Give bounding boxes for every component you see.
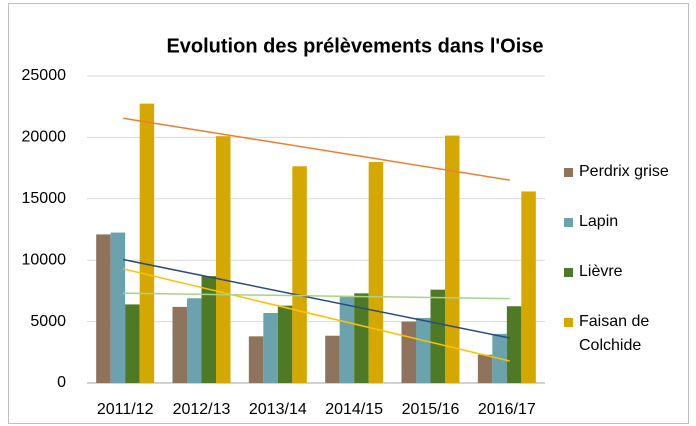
- y-tick-label: 20000: [22, 129, 67, 146]
- x-tick-label: 2015/16: [402, 401, 460, 418]
- y-tick-label: 10000: [22, 251, 67, 268]
- bar: [339, 297, 355, 383]
- x-tick-label: 2011/12: [97, 401, 154, 418]
- y-tick-label: 0: [57, 374, 66, 391]
- bar: [277, 305, 293, 383]
- bar: [430, 289, 445, 383]
- x-tick-label: 2012/13: [173, 401, 231, 418]
- bar: [416, 317, 431, 383]
- bar: [216, 136, 231, 383]
- bar: [368, 161, 384, 383]
- bar: [139, 103, 155, 383]
- bar: [96, 234, 111, 383]
- bar: [354, 293, 369, 383]
- legend-swatch: [564, 268, 573, 277]
- chart-title: Evolution des prélèvements dans l'Oise: [166, 35, 543, 57]
- bar: [292, 166, 307, 383]
- legend-swatch: [564, 318, 573, 327]
- trendline: [123, 117, 510, 181]
- chart-border: [8, 3, 689, 424]
- legend-item: Faisan de Colchide: [564, 310, 694, 358]
- legend-swatch: [564, 168, 573, 177]
- bar: [187, 298, 202, 383]
- legend-item: Perdrix grise: [564, 160, 694, 184]
- legend: Perdrix grise Lapin Lièvre Faisan de Colchi…: [564, 160, 694, 384]
- bar: [325, 335, 340, 383]
- x-tick-label: 2016/17: [478, 401, 536, 418]
- x-tick-label: 2014/15: [325, 401, 383, 418]
- bar: [172, 306, 187, 383]
- x-tick-label: 2013/14: [249, 401, 307, 418]
- legend-item: Lapin: [564, 210, 694, 234]
- legend-item: Lièvre: [564, 260, 694, 284]
- legend-label: Lièvre: [579, 263, 623, 280]
- bar: [506, 306, 522, 383]
- bar: [248, 336, 264, 383]
- trendline: [123, 292, 510, 300]
- bar: [521, 191, 536, 383]
- trendline: [123, 258, 510, 339]
- legend-swatch: [564, 218, 573, 227]
- bar: [263, 313, 278, 383]
- bar: [477, 354, 493, 383]
- bar: [401, 321, 416, 383]
- legend-label: Lapin: [579, 213, 619, 230]
- legend-label: Faisan de Colchide: [579, 313, 650, 354]
- bar: [201, 276, 216, 383]
- bar: [125, 304, 140, 383]
- y-tick-label: 15000: [22, 190, 67, 207]
- y-tick-label: 5000: [30, 313, 66, 330]
- legend-label: Perdrix grise: [579, 163, 669, 180]
- bar: [445, 135, 460, 383]
- bar: [110, 232, 126, 383]
- trendline: [122, 268, 511, 362]
- y-tick-label: 25000: [22, 67, 67, 84]
